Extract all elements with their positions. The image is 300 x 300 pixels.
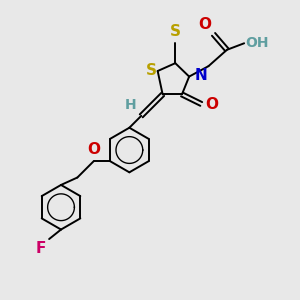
Text: S: S xyxy=(146,63,157,78)
Text: S: S xyxy=(170,24,181,39)
Text: N: N xyxy=(194,68,207,83)
Text: O: O xyxy=(198,17,211,32)
Text: O: O xyxy=(87,142,100,157)
Text: OH: OH xyxy=(246,36,269,50)
Text: O: O xyxy=(205,97,218,112)
Text: H: H xyxy=(124,98,136,112)
Text: F: F xyxy=(35,242,46,256)
